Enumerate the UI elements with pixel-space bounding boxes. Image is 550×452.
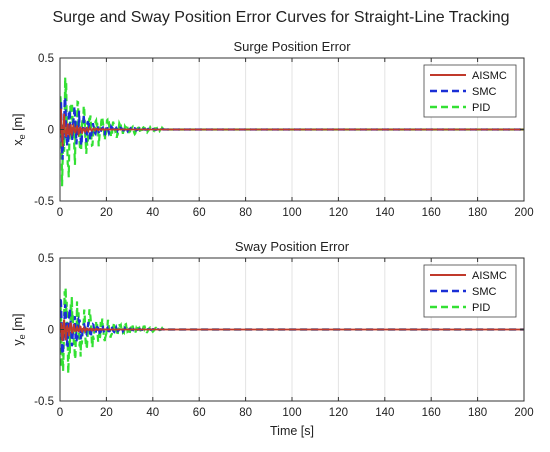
- series-group: [60, 287, 524, 374]
- series-group: [60, 77, 524, 187]
- y-axis-label-unit: [m]: [11, 113, 25, 134]
- legend: AISMC SMC PID: [423, 264, 517, 318]
- series-line-aismc: [60, 108, 524, 147]
- y-tick-label: 0.5: [38, 53, 54, 65]
- legend-label-smc: SMC: [472, 86, 497, 98]
- legend-label-aismc: AISMC: [472, 70, 507, 82]
- x-tick-label: 120: [329, 407, 348, 419]
- x-tick-label: 80: [239, 407, 252, 419]
- x-tick-label: 40: [146, 407, 159, 419]
- y-axis-label: xe [m]: [11, 113, 27, 145]
- legend-label-smc: SMC: [472, 286, 497, 298]
- x-tick-label: 140: [375, 207, 394, 219]
- x-tick-label: 200: [514, 407, 533, 419]
- x-tick-label: 180: [468, 207, 487, 219]
- x-tick-label: 40: [146, 207, 159, 219]
- legend: AISMC SMC PID: [423, 64, 517, 118]
- chart-panel-2: 0 20 40 60 80 100 120 140 160 180 200-0.500.5Sway …: [11, 239, 534, 438]
- y-tick-label: -0.5: [34, 196, 54, 208]
- x-tick-label: 160: [422, 407, 441, 419]
- legend-label-pid: PID: [472, 302, 490, 314]
- chart-panel-1: 0 20 40 60 80 100 120 140 160 180 200-0.500.5Surge…: [11, 39, 534, 219]
- legend-box: [423, 64, 517, 118]
- x-tick-label: 100: [282, 207, 301, 219]
- legend-label-pid: PID: [472, 102, 490, 114]
- x-tick-label: 180: [468, 407, 487, 419]
- y-tick-label: 0: [48, 325, 54, 337]
- x-tick-label: 60: [193, 207, 206, 219]
- subplot-title: Surge Position Error: [233, 39, 351, 54]
- y-axis-label-base: x: [11, 139, 25, 146]
- legend-label-aismc: AISMC: [472, 270, 507, 282]
- series-line-aismc: [60, 319, 524, 342]
- x-tick-label: 160: [422, 207, 441, 219]
- x-tick-label: 20: [100, 407, 113, 419]
- subplot-title: Sway Position Error: [235, 239, 350, 254]
- x-tick-label: 200: [514, 207, 533, 219]
- x-tick-label: 60: [193, 407, 206, 419]
- x-tick-label: 120: [329, 207, 348, 219]
- y-axis-label-sub: e: [17, 134, 27, 139]
- y-axis-label-unit: [m]: [11, 313, 25, 334]
- y-tick-label: 0.5: [38, 253, 54, 265]
- y-axis-label-base: y: [11, 339, 25, 346]
- chart-panels: 0 20 40 60 80 100 120 140 160 180 200-0.500.5Surge…: [11, 39, 534, 438]
- figure-title: Surge and Sway Position Error Curves for…: [52, 9, 509, 26]
- y-tick-label: -0.5: [34, 396, 54, 408]
- x-tick-label: 140: [375, 407, 394, 419]
- x-tick-label: 80: [239, 207, 252, 219]
- x-tick-label: 0: [57, 407, 63, 419]
- x-tick-label: 0: [57, 207, 63, 219]
- x-tick-label: 20: [100, 207, 113, 219]
- y-axis-label: ye [m]: [11, 313, 27, 345]
- y-axis-label-sub: e: [17, 334, 27, 339]
- x-axis-label: Time [s]: [270, 424, 314, 438]
- legend-box: [423, 264, 517, 318]
- y-tick-label: 0: [48, 125, 54, 137]
- x-tick-label: 100: [282, 407, 301, 419]
